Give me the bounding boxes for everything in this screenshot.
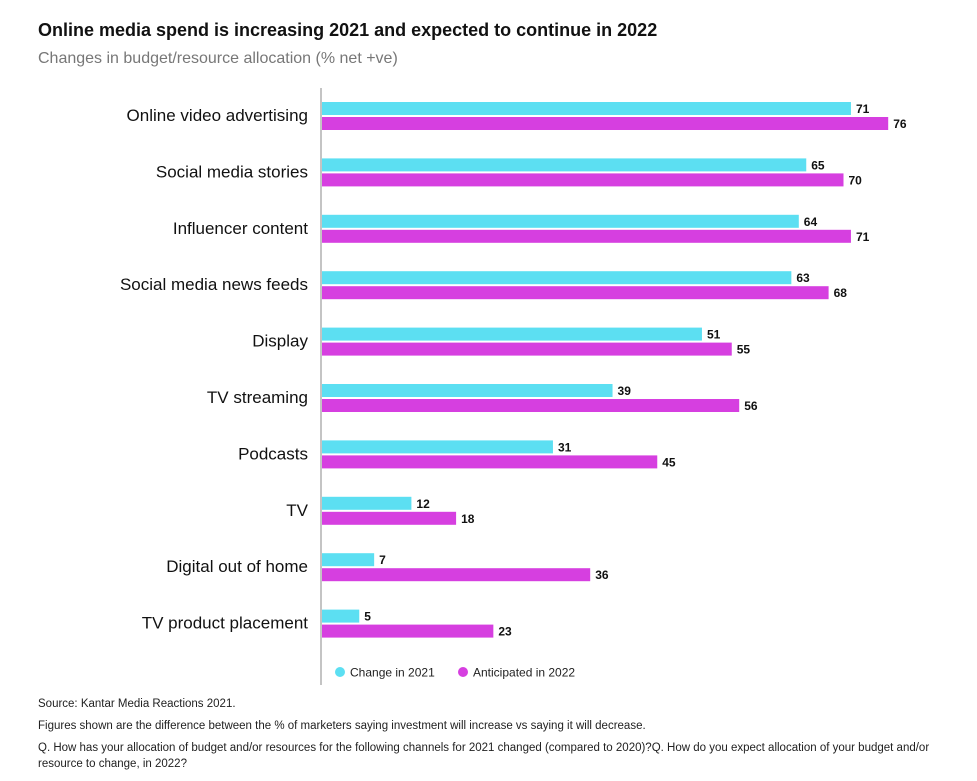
bar-2021 [322,158,807,172]
data-label: 5 [364,610,371,624]
data-label: 23 [498,625,512,639]
data-label: 12 [416,497,430,511]
bar-2022 [322,455,658,469]
bar-2021 [322,327,702,341]
data-label: 45 [662,455,676,469]
bar-chart: Online video advertising 71 76 Social media… [120,88,907,685]
bar-2021 [322,384,613,397]
question-note: Q. How has your allocation of budget and… [38,742,930,770]
data-label: 70 [849,173,863,187]
bar-2021 [322,609,360,623]
category-label: Influencer content [173,219,308,238]
data-label: 36 [595,568,609,582]
data-label: 68 [834,286,848,300]
bar-2021 [322,440,553,454]
bar-2022 [322,173,844,187]
bar-2022 [322,511,457,525]
data-label: 71 [856,230,870,244]
bar-2022 [322,286,829,300]
bar-2022 [322,229,851,243]
legend-label-2022: Anticipated in 2022 [473,666,575,680]
bar-2022 [322,568,591,582]
category-label: Digital out of home [166,557,308,576]
category-label: TV [286,501,308,520]
chart-title: Online media spend is increasing 2021 an… [38,20,658,40]
data-label: 56 [744,399,758,413]
bar-2021 [322,271,792,285]
bar-2022 [322,342,732,356]
legend-label-2021: Change in 2021 [350,666,435,680]
bar-2021 [322,102,851,115]
legend-marker-2021 [335,667,345,677]
data-label: 76 [893,117,907,131]
chart-subtitle: Changes in budget/resource allocation (%… [38,50,398,67]
data-label: 7 [379,553,386,567]
bar-2022 [322,117,889,130]
category-label: Display [252,332,308,351]
bar-2021 [322,553,375,567]
data-label: 63 [796,271,810,285]
data-label: 39 [618,384,632,398]
bar-2022 [322,399,740,412]
category-label: Online video advertising [127,106,308,125]
figures-note: Figures shown are the difference between… [38,720,646,732]
bar-2021 [322,496,412,510]
data-label: 31 [558,440,572,454]
data-label: 71 [856,102,870,116]
bar-2021 [322,214,799,228]
category-label: Podcasts [238,444,308,463]
data-label: 65 [811,158,825,172]
category-label: TV product placement [142,614,309,633]
data-label: 64 [804,215,818,229]
category-label: Social media news feeds [120,275,308,294]
data-label: 55 [737,343,751,357]
legend-marker-2022 [458,667,468,677]
data-label: 51 [707,328,721,342]
data-label: 18 [461,512,475,526]
category-label: Social media stories [156,162,308,181]
category-label: TV streaming [207,388,308,407]
source-note: Source: Kantar Media Reactions 2021. [38,698,236,710]
bar-2022 [322,624,494,638]
